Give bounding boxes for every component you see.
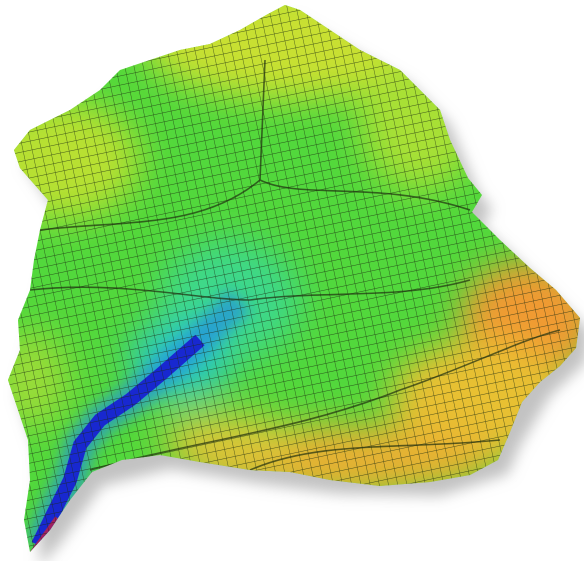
page-body [0,0,584,561]
terrain-image [0,0,584,561]
page: Terrain mesh {} html, body { margin: 0; … [0,0,584,561]
